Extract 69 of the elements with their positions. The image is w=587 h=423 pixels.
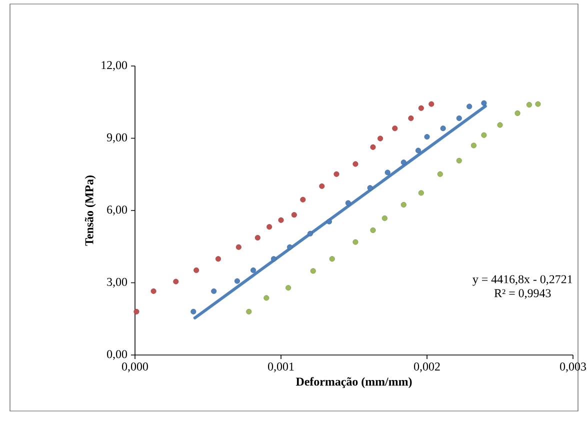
point [150, 288, 156, 294]
point [319, 183, 325, 189]
point [418, 105, 424, 111]
point [382, 215, 388, 221]
point [415, 148, 421, 154]
point [424, 134, 430, 140]
point [456, 116, 462, 122]
point [466, 104, 472, 110]
y-tick-label: 0,00 [107, 350, 128, 360]
y-tick-label: 6,00 [107, 206, 128, 216]
point [278, 217, 284, 223]
point [266, 224, 272, 230]
point [194, 267, 200, 273]
x-tick-label: 0,001 [268, 362, 294, 372]
point [418, 190, 424, 196]
point [428, 101, 434, 107]
point [287, 244, 293, 250]
point [497, 122, 503, 128]
x-tick-label: 0,002 [414, 362, 440, 372]
point [481, 132, 487, 138]
point [408, 116, 414, 122]
x-tick-label: 0,003 [560, 362, 586, 372]
point [236, 244, 242, 250]
point [310, 268, 316, 274]
point [352, 161, 358, 167]
point [334, 171, 340, 177]
point [370, 144, 376, 150]
point [190, 308, 196, 314]
point [481, 100, 487, 106]
point [215, 256, 221, 262]
point [526, 102, 532, 108]
point [437, 171, 443, 177]
point [250, 267, 256, 273]
point [400, 160, 406, 166]
annotation: R² = 0,9943 [494, 289, 551, 299]
point [291, 212, 297, 218]
point [378, 136, 384, 142]
point [392, 126, 398, 132]
point [234, 278, 240, 284]
point [134, 308, 140, 314]
x-tick-label: 0,000 [122, 362, 148, 372]
point [535, 101, 541, 107]
point [470, 142, 476, 148]
point [246, 308, 252, 314]
point [352, 239, 358, 245]
point [270, 256, 276, 262]
point [370, 227, 376, 233]
y-axis-title: Tensão (MPa) [84, 176, 96, 246]
point [400, 202, 406, 208]
point [345, 200, 351, 206]
point [514, 110, 520, 116]
point [254, 234, 260, 240]
point [384, 170, 390, 176]
point [286, 285, 292, 291]
point [456, 158, 462, 164]
point [173, 278, 179, 284]
y-tick-label: 12,00 [102, 61, 128, 71]
point [300, 196, 306, 202]
point [264, 295, 270, 301]
point [326, 218, 332, 224]
annotation: y = 4416,8x - 0,2721 [472, 275, 572, 286]
point [211, 288, 217, 294]
y-tick-label: 3,00 [107, 278, 128, 288]
y-tick-label: 9,00 [106, 133, 128, 144]
point [307, 230, 313, 236]
point [440, 126, 446, 132]
point [329, 256, 335, 262]
point [367, 185, 373, 191]
x-axis-title: Deformação (mm/mm) [296, 377, 412, 388]
